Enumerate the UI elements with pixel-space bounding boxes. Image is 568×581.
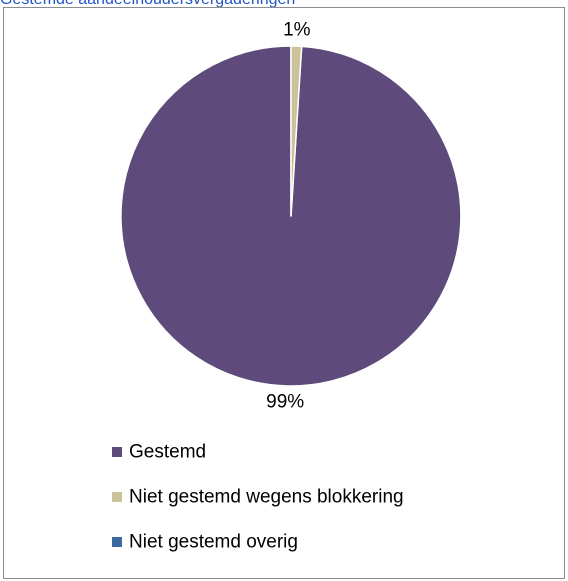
legend-item-1: Gestemd — [112, 442, 206, 463]
legend-swatch-3 — [112, 537, 122, 547]
pie-slices — [120, 45, 462, 387]
pie-data-labels: 99% 1% — [266, 20, 310, 413]
legend-label-1: Gestemd — [129, 442, 206, 463]
data-label-2: 1% — [283, 20, 311, 41]
page-title: Gestemde aandeelhoudersvergaderingen — [0, 0, 295, 9]
legend-item-2: Niet gestemd wegens blokkering — [112, 487, 404, 508]
legend: Gestemd Niet gestemd wegens blokkering Nie… — [112, 442, 404, 553]
data-label-1: 99% — [266, 391, 304, 412]
legend-swatch-1 — [112, 447, 122, 457]
legend-label-2: Niet gestemd wegens blokkering — [129, 487, 404, 508]
legend-item-3: Niet gestemd overig — [112, 532, 298, 553]
pie-slice-2 — [290, 45, 303, 217]
legend-label-3: Niet gestemd overig — [129, 532, 298, 553]
legend-swatch-2 — [112, 492, 122, 502]
